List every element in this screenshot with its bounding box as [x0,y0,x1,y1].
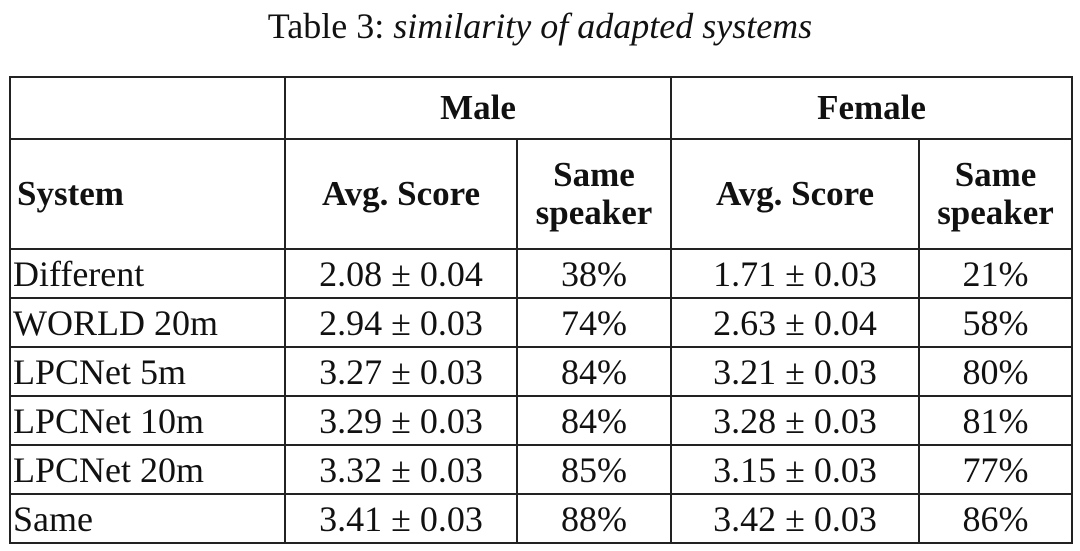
header-line-speaker: speaker [937,193,1054,232]
female-same-speaker-cell: 21% [918,248,1074,299]
male-avg-score-cell: 3.32 ± 0.03 [284,444,518,495]
system-cell: Same [9,493,286,544]
column-header-female-same-speaker: Same speaker [918,138,1074,250]
column-header-system: System [9,138,286,250]
male-avg-score-cell: 3.27 ± 0.03 [284,346,518,397]
table-row: LPCNet 10m 3.29 ± 0.03 84% 3.28 ± 0.03 8… [9,395,1074,446]
header-line-speaker: speaker [535,193,653,232]
male-same-speaker-cell: 74% [515,297,673,348]
male-same-speaker-cell: 85% [515,444,673,495]
female-avg-score-cell: 3.15 ± 0.03 [670,444,921,495]
group-header-female: Female [670,76,1074,140]
group-header-male: Male [283,76,673,140]
male-same-speaker-cell: 84% [515,346,673,397]
table-row: WORLD 20m 2.94 ± 0.03 74% 2.63 ± 0.04 58… [9,297,1074,348]
female-avg-score-cell: 3.42 ± 0.03 [670,493,921,544]
male-avg-score-cell: 3.29 ± 0.03 [284,395,518,446]
column-header-row: System Avg. Score Same speaker Avg. Scor… [9,138,1074,250]
table-row: LPCNet 20m 3.32 ± 0.03 85% 3.15 ± 0.03 7… [9,444,1074,495]
column-header-male-same-speaker: Same speaker [515,138,673,250]
male-avg-score-cell: 3.41 ± 0.03 [284,493,518,544]
system-cell: Different [9,248,286,299]
column-header-male-avg-score: Avg. Score [284,138,518,250]
group-header-row: Male Female [9,76,1074,140]
female-avg-score-cell: 3.21 ± 0.03 [670,346,921,397]
male-avg-score-cell: 2.08 ± 0.04 [284,248,518,299]
table-row: Same 3.41 ± 0.03 88% 3.42 ± 0.03 86% [9,493,1074,544]
system-cell: LPCNet 10m [9,395,286,446]
column-header-female-avg-score: Avg. Score [670,138,921,250]
system-cell: WORLD 20m [9,297,286,348]
caption-description: similarity of adapted systems [393,6,813,46]
table-row: LPCNet 5m 3.27 ± 0.03 84% 3.21 ± 0.03 80… [9,346,1074,397]
male-same-speaker-cell: 88% [515,493,673,544]
female-same-speaker-cell: 80% [918,346,1074,397]
female-same-speaker-cell: 81% [918,395,1074,446]
system-cell: LPCNet 20m [9,444,286,495]
male-same-speaker-cell: 84% [515,395,673,446]
male-same-speaker-cell: 38% [515,248,673,299]
system-cell: LPCNet 5m [9,346,286,397]
male-avg-score-cell: 2.94 ± 0.03 [284,297,518,348]
female-same-speaker-cell: 86% [918,493,1074,544]
header-line-same: Same [954,155,1037,194]
female-avg-score-cell: 1.71 ± 0.03 [670,248,921,299]
female-avg-score-cell: 2.63 ± 0.04 [670,297,921,348]
caption-label: Table 3: [267,6,385,46]
results-table: Male Female System Avg. Score Same speak… [9,76,1074,544]
female-same-speaker-cell: 58% [918,297,1074,348]
header-line-same: Same [553,155,635,194]
table-caption: Table 3: similarity of adapted systems [0,4,1080,48]
female-same-speaker-cell: 77% [918,444,1074,495]
corner-cell [9,76,286,140]
table-row: Different 2.08 ± 0.04 38% 1.71 ± 0.03 21… [9,248,1074,299]
female-avg-score-cell: 3.28 ± 0.03 [670,395,921,446]
